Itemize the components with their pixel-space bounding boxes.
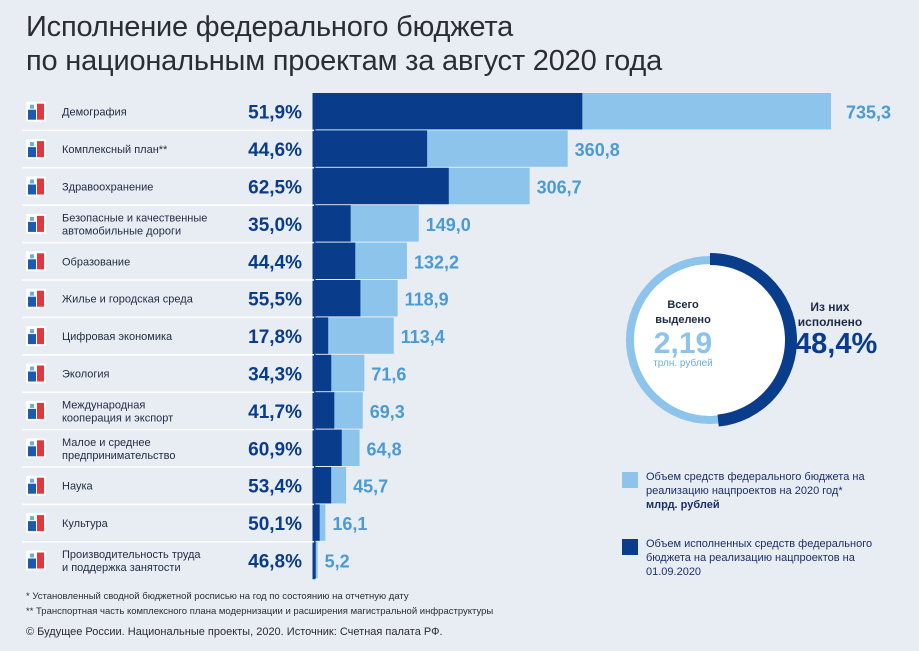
- value-label: 69,3: [370, 402, 405, 422]
- title-line-2: по национальным проектам за август 2020 …: [26, 45, 663, 77]
- percent-label: 35,0%: [248, 215, 302, 236]
- road-city-icon: [26, 213, 46, 234]
- sprout-icon: [26, 363, 46, 384]
- percent-label: 44,4%: [248, 252, 302, 273]
- summary-circle: [620, 250, 800, 430]
- category-label: и поддержка занятости: [62, 562, 181, 574]
- value-label: 16,1: [332, 514, 367, 534]
- value-label: 149,0: [426, 215, 471, 235]
- progress-ring: [626, 253, 797, 427]
- percent-label: 34,3%: [248, 365, 302, 386]
- building-icon: [26, 288, 46, 309]
- percent-label: 50,1%: [248, 514, 302, 535]
- executed-label: Из них исполнено: [797, 300, 863, 329]
- bar-executed: [314, 242, 356, 279]
- value-label: 71,6: [371, 365, 406, 385]
- highway-icon: [26, 139, 46, 160]
- percent-label: 17,8%: [248, 327, 302, 348]
- category-label: автомобильные дороги: [62, 225, 181, 237]
- bar-executed: [314, 504, 320, 541]
- category-label: Демография: [62, 107, 127, 119]
- legend-allocated-text: Объем средств федерального бюджета на ре…: [646, 471, 865, 497]
- percent-label: 41,7%: [248, 402, 302, 423]
- category-label: Производительность труда: [62, 549, 201, 561]
- category-label: Безопасные и качественные: [62, 212, 207, 224]
- total-value: 2,19: [653, 327, 713, 360]
- value-label: 5,2: [325, 552, 350, 572]
- percent-label: 51,9%: [248, 103, 302, 124]
- footnote-2: ** Транспортная часть комплексного плана…: [26, 606, 494, 617]
- bar-executed: [314, 354, 332, 392]
- category-label: Образование: [62, 256, 130, 268]
- bar-executed: [314, 467, 332, 504]
- bar-executed: [314, 541, 316, 579]
- value-label: 45,7: [353, 477, 388, 497]
- bar-executed: [314, 280, 361, 317]
- chart-title: Исполнение федерального бюджета по нацио…: [26, 10, 662, 78]
- percent-label: 55,5%: [248, 290, 302, 311]
- bar-executed: [314, 93, 583, 130]
- value-label: 360,8: [575, 140, 620, 160]
- bar-executed: [314, 317, 329, 354]
- theater-icon: [26, 513, 46, 534]
- executed-value: 48,4%: [795, 328, 878, 360]
- bar-executed: [314, 130, 428, 167]
- family-icon: [26, 101, 46, 122]
- value-label: 132,2: [414, 252, 459, 272]
- footnote-1: * Установленный сводной бюджетной роспис…: [26, 591, 409, 602]
- category-label: Цифровая экономика: [62, 331, 173, 343]
- category-label: Жилье и городская среда: [62, 294, 194, 306]
- value-label: 64,8: [367, 439, 402, 459]
- category-label: Культура: [62, 518, 109, 530]
- category-label: предпринимательство: [62, 450, 175, 462]
- category-label: Комплексный план**: [62, 144, 168, 156]
- footnotes: * Установленный сводной бюджетной роспис…: [26, 589, 493, 619]
- medical-cross-icon: [26, 176, 46, 197]
- bar-allocated: [314, 541, 318, 579]
- category-label: Экология: [62, 369, 110, 381]
- category-label: Наука: [62, 481, 93, 493]
- rocket-icon: [26, 438, 46, 459]
- ring-executed-arc: [709, 253, 797, 427]
- bar-executed: [314, 429, 342, 466]
- percent-label: 44,6%: [248, 140, 302, 161]
- digital-grid-icon: [26, 326, 46, 347]
- value-label: 735,3: [846, 103, 891, 123]
- legend-executed-text: Объем исполненных средств федерального б…: [646, 538, 873, 578]
- category-label: Малое и среднее: [62, 437, 151, 449]
- category-label: кооперация и экспорт: [62, 412, 173, 424]
- value-label: 306,7: [537, 178, 582, 198]
- globe-export-icon: [26, 400, 46, 421]
- legend-allocated-unit: млрд. рублей: [646, 499, 720, 511]
- category-label: Здравоохранение: [62, 182, 153, 194]
- bar-executed: [314, 205, 351, 242]
- worker-icon: [26, 550, 46, 571]
- total-unit: трлн. рублей: [653, 358, 713, 369]
- science-icon: [26, 475, 46, 496]
- category-label: Международная: [62, 399, 145, 411]
- total-label: Всего выделено: [655, 299, 711, 326]
- source-footer: © Будущее России. Национальные проекты, …: [26, 626, 443, 638]
- bar-executed: [314, 392, 335, 429]
- percent-label: 62,5%: [248, 178, 302, 199]
- book-icon: [26, 251, 46, 272]
- title-line-1: Исполнение федерального бюджета: [26, 11, 514, 43]
- percent-label: 60,9%: [248, 439, 302, 460]
- value-label: 118,9: [405, 290, 449, 310]
- value-label: 113,4: [401, 327, 445, 347]
- bar-executed: [314, 167, 449, 205]
- legend-swatch-executed: [622, 539, 638, 555]
- percent-label: 46,8%: [248, 552, 302, 573]
- percent-label: 53,4%: [248, 477, 302, 498]
- legend-swatch-allocated: [622, 472, 638, 488]
